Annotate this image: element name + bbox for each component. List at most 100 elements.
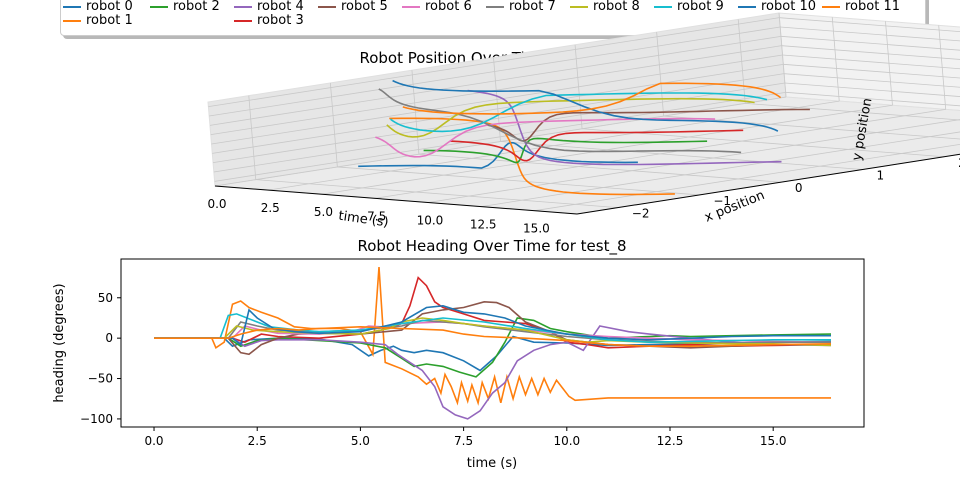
y-tick-label: 50: [98, 291, 113, 305]
heading-line: [154, 267, 831, 406]
legend-label: robot 5: [341, 0, 388, 14]
legend-item: robot 6: [402, 0, 472, 14]
grid-line: [255, 179, 618, 209]
heading-x-axis-label: time (s): [467, 456, 517, 471]
x-tick-label: 12.5: [657, 434, 684, 448]
trajectory-line: [486, 108, 810, 142]
legend-label: robot 8: [593, 0, 640, 14]
grid-line: [500, 141, 863, 170]
trajectory-line: [449, 129, 744, 162]
grid-line: [782, 54, 960, 70]
legend-label: robot 10: [761, 0, 816, 14]
3d-tick-labels: 0.02.55.07.510.012.515.0−2−101234−0.8−0.…: [207, 156, 960, 236]
grid-line: [745, 102, 960, 121]
grid-line: [209, 35, 782, 126]
time-tick-label: 0.0: [207, 197, 226, 211]
legend-swatch: [234, 6, 252, 8]
heading-series: [154, 267, 832, 420]
legend-label: robot 2: [173, 0, 220, 14]
legend-item: robot 8: [570, 0, 640, 14]
legend-item: robot 10: [738, 0, 816, 14]
legend-item: robot 11: [822, 0, 900, 14]
heading-line: [154, 304, 831, 346]
legend-label: robot 4: [257, 0, 304, 14]
grid-line: [210, 45, 782, 136]
grid-line: [781, 45, 960, 60]
3d-axes-panes: [207, 12, 960, 215]
grid-line: [582, 128, 945, 158]
grid-line: [214, 91, 786, 182]
grid-line: [784, 73, 960, 88]
x-tick-label: 10.0: [553, 434, 580, 448]
time-tick-label: 2.5: [261, 201, 280, 215]
legend-item: robot 7: [486, 0, 556, 14]
heading-plot-title: Robot Heading Over Time for test_8: [357, 237, 626, 256]
grid-line: [780, 26, 960, 42]
legend-swatch: [402, 6, 420, 8]
grid-line: [663, 115, 960, 140]
trajectory-line: [423, 137, 708, 164]
x-position-tick-label: −1: [713, 194, 731, 208]
legend-swatch: [234, 20, 252, 22]
x-tick-label: 5.0: [351, 434, 370, 448]
trajectory-line: [390, 92, 768, 133]
trajectory-line: [402, 82, 782, 115]
grid-line: [208, 17, 780, 108]
legend-label: robot 1: [86, 13, 133, 28]
trajectory-line: [378, 88, 742, 154]
legend-swatch: [318, 6, 336, 8]
x-tick-label: 15.0: [760, 434, 787, 448]
legend-label: robot 6: [425, 0, 472, 14]
grid-line: [212, 63, 784, 154]
grid-line: [780, 35, 960, 51]
y-tick-label: −100: [80, 412, 113, 426]
heading-line: [154, 313, 831, 344]
time-tick-label: 7.5: [367, 209, 386, 223]
grid-line: [337, 166, 700, 196]
3d-trajectories: [358, 79, 810, 196]
legend-swatch: [63, 20, 81, 22]
grid-line: [212, 73, 785, 164]
legend-item: robot 9: [654, 0, 724, 14]
grid-line: [785, 91, 960, 107]
legend-item: robot 0: [63, 0, 133, 14]
legend-swatch: [738, 6, 756, 8]
legend-swatch: [654, 6, 672, 8]
heading-line: [154, 325, 832, 420]
x-position-axis-line: [576, 153, 960, 215]
time-tick-label: 15.0: [523, 222, 550, 236]
heading-ticks: 0.0 2.5 5.0 7.5 10.0 12.5 15.0 −100 −50 0 50: [80, 291, 787, 448]
grid-line: [418, 153, 781, 183]
trajectory-line: [389, 117, 675, 196]
x-tick-label: 7.5: [454, 434, 473, 448]
legend-item: robot 2: [150, 0, 220, 14]
trajectory-line: [358, 141, 638, 169]
grid-line: [783, 63, 960, 79]
legend-swatch: [150, 6, 168, 8]
y-tick-label: 0: [105, 331, 113, 345]
trajectory-line: [386, 97, 755, 138]
legend-item: robot 4: [234, 0, 304, 14]
legend-label: robot 0: [86, 0, 133, 14]
time-tick-label: 10.0: [417, 213, 444, 227]
legend-label: robot 7: [509, 0, 556, 14]
x-position-tick-label: 1: [877, 169, 885, 183]
time-axis-line: [214, 185, 578, 215]
legend-item: robot 3: [234, 14, 304, 28]
trajectory-line: [467, 89, 782, 166]
time-tick-label: 5.0: [314, 205, 333, 219]
position-y-axis-label: x position: [703, 188, 767, 226]
trajectory-line: [392, 79, 779, 132]
grid-line: [211, 54, 783, 145]
legend-item: robot 1: [63, 14, 133, 28]
legend-item: robot 5: [318, 0, 388, 14]
heading-plot: Robot Heading Over Time for test_8 0.0 2.…: [52, 237, 865, 471]
x-position-tick-label: 0: [795, 181, 803, 195]
legend-label: robot 11: [845, 0, 900, 14]
x-tick-label: 0.0: [144, 434, 163, 448]
heading-y-axis-label: heading (degrees): [52, 283, 67, 402]
x-position-tick-label: 2: [958, 156, 960, 170]
heading-line: [154, 325, 832, 347]
time-tick-label: 12.5: [470, 218, 497, 232]
